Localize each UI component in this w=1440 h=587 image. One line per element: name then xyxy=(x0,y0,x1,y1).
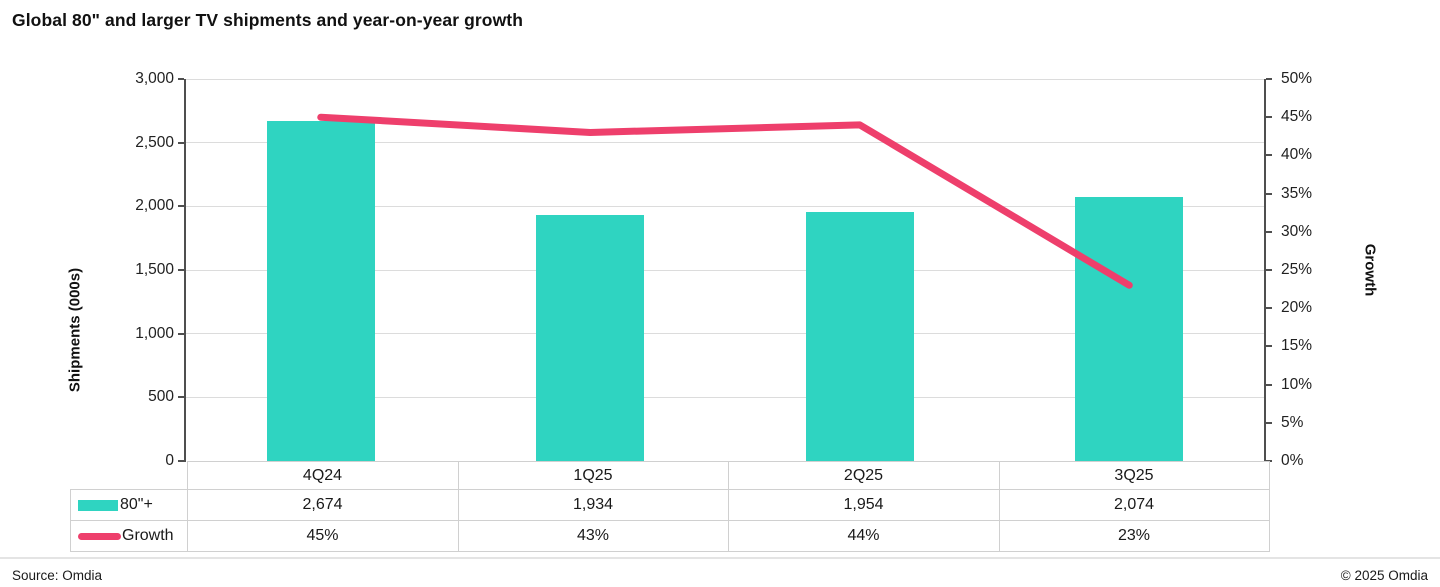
right-axis-tick xyxy=(1266,307,1272,310)
left-axis-tick-label: 2,500 xyxy=(135,133,174,151)
right-axis-line xyxy=(1264,79,1266,462)
left-axis-tick xyxy=(178,141,184,144)
footer-divider xyxy=(0,557,1440,559)
gridline xyxy=(186,205,1264,207)
right-axis-tick-label: 35% xyxy=(1281,184,1313,202)
right-axis-tick-label: 15% xyxy=(1281,337,1313,355)
gridline xyxy=(186,269,1264,271)
left-axis-tick xyxy=(178,78,184,80)
right-axis-tick xyxy=(1266,116,1272,119)
right-axis-tick-label: 45% xyxy=(1281,108,1313,126)
value-cell: 1,954 xyxy=(727,489,1000,521)
right-axis-tick-label: 30% xyxy=(1281,222,1313,240)
bar-1Q25 xyxy=(536,214,645,461)
right-axis-tick xyxy=(1266,345,1272,348)
left-axis-line xyxy=(184,79,186,462)
category-cell: 4Q24 xyxy=(186,461,459,490)
growth-line xyxy=(317,113,1133,289)
right-axis-tick xyxy=(1266,421,1272,424)
right-axis-tick xyxy=(1266,460,1272,462)
left-axis-tick xyxy=(178,269,184,271)
line-legend-swatch-icon xyxy=(78,532,121,540)
left-axis-tick xyxy=(178,396,184,399)
right-axis-tick-label: 10% xyxy=(1281,375,1313,393)
legend-label: Growth xyxy=(122,527,174,544)
left-axis-tick xyxy=(178,205,184,208)
right-axis-tick-label: 5% xyxy=(1281,413,1304,431)
category-row: 4Q24 1Q25 2Q25 3Q25 xyxy=(71,461,1270,490)
right-axis-tick-label: 20% xyxy=(1281,299,1313,317)
data-table: 4Q24 1Q25 2Q25 3Q25 80"+ 2,674 1,934 1,954 2,074… xyxy=(70,461,1270,552)
value-cell: 23% xyxy=(998,520,1270,552)
legend-cell: Growth xyxy=(70,520,188,552)
bar-legend-swatch-icon xyxy=(78,499,118,511)
left-axis-tick xyxy=(178,460,184,462)
left-axis-tick-label: 1,500 xyxy=(135,261,174,278)
value-cell: 2,674 xyxy=(186,489,459,521)
category-cell: 1Q25 xyxy=(457,461,729,490)
gridline xyxy=(186,333,1264,335)
source-note: Source: Omdia xyxy=(12,568,103,583)
left-axis-tick xyxy=(178,332,184,335)
category-cell: 2Q25 xyxy=(727,461,1000,490)
value-cell: 44% xyxy=(727,520,1000,552)
series-row-growth: Growth 45% 43% 44% 23% xyxy=(70,520,1270,552)
bar-3Q25 xyxy=(1075,196,1184,461)
value-cell: 45% xyxy=(186,520,459,552)
gridline xyxy=(186,142,1264,144)
left-axis-tick-label: 2,000 xyxy=(135,197,174,215)
copyright-note: © 2025 Omdia xyxy=(1340,568,1428,583)
series-row-shipments: 80"+ 2,674 1,934 1,954 2,074 xyxy=(70,489,1270,521)
right-axis-tick-label: 0% xyxy=(1281,452,1304,469)
left-axis-title: Shipments (000s) xyxy=(66,267,84,393)
right-axis-tick xyxy=(1266,192,1272,195)
right-axis-tick-label: 50% xyxy=(1281,70,1313,87)
gridline xyxy=(186,78,1264,80)
legend-label: 80"+ xyxy=(120,496,153,513)
right-axis-title: Growth xyxy=(1361,243,1379,297)
value-cell: 1,934 xyxy=(457,489,729,521)
growth-line-layer xyxy=(317,113,1133,289)
bar-4Q24 xyxy=(266,120,375,461)
category-cell: 3Q25 xyxy=(998,461,1270,490)
value-cell: 2,074 xyxy=(998,489,1270,521)
plot-area xyxy=(186,78,1264,461)
left-axis-tick-label: 1,000 xyxy=(135,324,174,342)
right-axis-tick xyxy=(1266,269,1272,271)
right-axis-tick xyxy=(1266,154,1272,157)
chart-title: Global 80" and larger TV shipments and y… xyxy=(12,10,524,30)
right-axis-tick xyxy=(1266,230,1272,233)
legend-cell: 80"+ xyxy=(70,489,188,521)
value-cell: 43% xyxy=(457,520,729,552)
right-axis-tick xyxy=(1266,383,1272,386)
left-axis-tick-label: 3,000 xyxy=(135,70,174,87)
left-axis-tick-label: 0 xyxy=(165,452,174,469)
right-axis-tick xyxy=(1266,78,1272,80)
table-corner-blank xyxy=(71,462,188,490)
bar-2Q25 xyxy=(805,212,914,461)
right-axis-tick-label: 40% xyxy=(1281,146,1313,164)
left-axis-tick-label: 500 xyxy=(148,388,174,406)
gridline xyxy=(186,396,1264,398)
right-axis-tick-label: 25% xyxy=(1281,261,1313,278)
